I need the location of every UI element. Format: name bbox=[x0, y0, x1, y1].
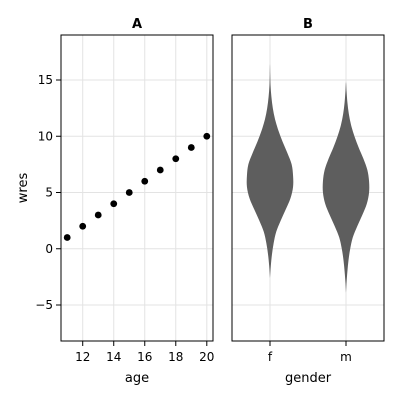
panel-a-points bbox=[63, 132, 211, 241]
data-point bbox=[172, 155, 180, 163]
panel-a-x-tick-label: 12 bbox=[75, 350, 90, 364]
panel-a: −5 0 5 10 15 12 14 16 18 20 A age wres bbox=[16, 17, 214, 386]
data-point bbox=[187, 144, 195, 151]
violin-m bbox=[322, 82, 370, 293]
panel-a-y-tick-label: 0 bbox=[45, 242, 53, 256]
panel-a-x-tick-label: 16 bbox=[137, 350, 152, 364]
panel-a-y-tick-label: −5 bbox=[35, 298, 53, 312]
panel-a-frame bbox=[60, 34, 214, 342]
data-point bbox=[203, 132, 211, 140]
panel-a-y-tick-label: 15 bbox=[38, 73, 53, 87]
panel-a-y-axis-label: wres bbox=[16, 173, 31, 204]
panel-b-x-tick-label: f bbox=[268, 350, 273, 364]
panel-b-x-axis-label: gender bbox=[285, 371, 332, 386]
panel-b-x-tick-label: m bbox=[340, 350, 352, 364]
panel-a-y-tick-label: 10 bbox=[38, 129, 53, 143]
data-point bbox=[141, 177, 149, 185]
panel-a-x-tick-label: 20 bbox=[199, 350, 214, 364]
panel-a-x-tick-label: 18 bbox=[168, 350, 183, 364]
panel-b-violins bbox=[246, 64, 370, 293]
panel-a-x-axis-label: age bbox=[125, 371, 149, 386]
panel-a-grid bbox=[61, 35, 213, 341]
data-point bbox=[110, 200, 118, 208]
panel-a-x-tick-label: 14 bbox=[106, 350, 121, 364]
data-point bbox=[79, 222, 87, 230]
panel-b-frame bbox=[231, 34, 385, 342]
panel-a-ticks: −5 0 5 10 15 12 14 16 18 20 bbox=[35, 73, 214, 364]
data-point bbox=[125, 189, 133, 196]
panel-a-title: A bbox=[132, 17, 142, 32]
data-point bbox=[94, 211, 102, 219]
data-point bbox=[63, 234, 71, 241]
panel-a-y-tick-label: 5 bbox=[45, 186, 53, 200]
violin-f bbox=[246, 64, 294, 278]
data-point bbox=[156, 166, 164, 174]
panel-b-title: B bbox=[303, 17, 313, 32]
